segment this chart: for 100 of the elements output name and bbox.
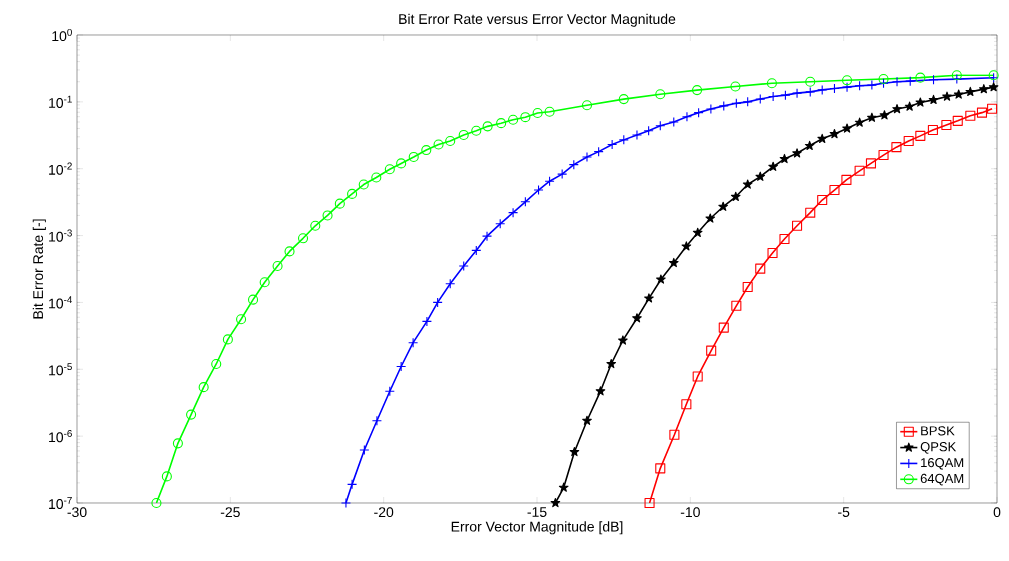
point [706,345,717,356]
y-tick-label: 10$^{-2}$ [49,162,72,175]
point [766,78,777,89]
point [581,100,593,111]
point [692,85,703,96]
y-tick-label: 10$^{-7}$ [49,496,72,510]
point [941,119,952,131]
y-tick-label: 10$^{-6}$ [49,430,72,443]
point [358,179,369,190]
point [371,172,382,183]
point [408,337,419,348]
x-tick-label: 0 [993,507,1001,518]
point [903,135,914,147]
point [606,358,617,369]
point [655,463,666,474]
point [508,114,519,125]
point [198,382,209,393]
point [396,361,407,372]
point [471,245,482,256]
x-tick-label: -5 [838,507,850,517]
point [445,278,456,289]
legend-label: 64QAM [920,473,964,486]
point [988,82,999,92]
point [755,263,766,274]
point [829,83,840,94]
point [631,129,643,140]
point [508,207,519,218]
point [804,140,815,151]
point [272,261,283,272]
point [632,313,642,323]
point [593,146,604,157]
point [247,294,259,305]
point [643,125,654,136]
point [458,261,469,272]
point [805,76,816,87]
point [681,399,692,410]
point [669,429,680,440]
point [607,139,618,150]
point [904,101,915,111]
point [817,133,828,144]
point [792,88,803,99]
point [865,158,877,169]
point [705,213,716,223]
point [151,497,162,509]
point [550,497,561,508]
point [779,233,790,244]
point [297,233,309,244]
point [618,94,629,105]
point [644,497,655,509]
y-tick-label: 10$^{-4}$ [49,296,73,309]
legend-label: BPSK [921,426,955,436]
point [891,76,903,87]
point [730,81,741,92]
point [768,91,779,102]
point [987,103,998,114]
legend-label: QPSK [920,442,957,454]
point [768,161,778,171]
point [718,201,728,211]
point [520,196,531,207]
point [891,142,902,153]
point [384,164,395,175]
point [854,165,865,176]
point [867,112,877,122]
point [779,153,790,164]
point [841,82,853,93]
y-tick-label: 10$^{-5}$ [49,363,72,376]
point [445,135,456,147]
point [915,130,926,141]
point [496,118,507,129]
point [879,110,890,120]
point [817,194,828,206]
point [433,139,444,150]
x-tick-label: -20 [374,507,394,518]
point [482,121,493,132]
point [644,293,654,303]
point [866,80,877,91]
y-tick-label: 10$^{0}$ [52,28,72,42]
point [829,129,840,139]
point [755,171,766,181]
point [655,89,666,100]
point [347,479,358,490]
x-tick-label: -10 [680,507,700,518]
point [742,281,753,293]
point [656,274,666,284]
point [310,220,321,231]
point [396,158,407,169]
point [582,415,592,425]
point [681,241,692,251]
point [595,386,606,396]
x-tick-label: -15 [527,507,547,517]
point [742,179,753,189]
point [976,107,988,118]
legend-label: 16QAM [921,457,964,470]
point [533,184,544,196]
point [569,446,580,457]
point [952,115,963,126]
point [842,123,852,133]
point [481,231,493,242]
point [359,444,370,456]
point [581,151,593,162]
